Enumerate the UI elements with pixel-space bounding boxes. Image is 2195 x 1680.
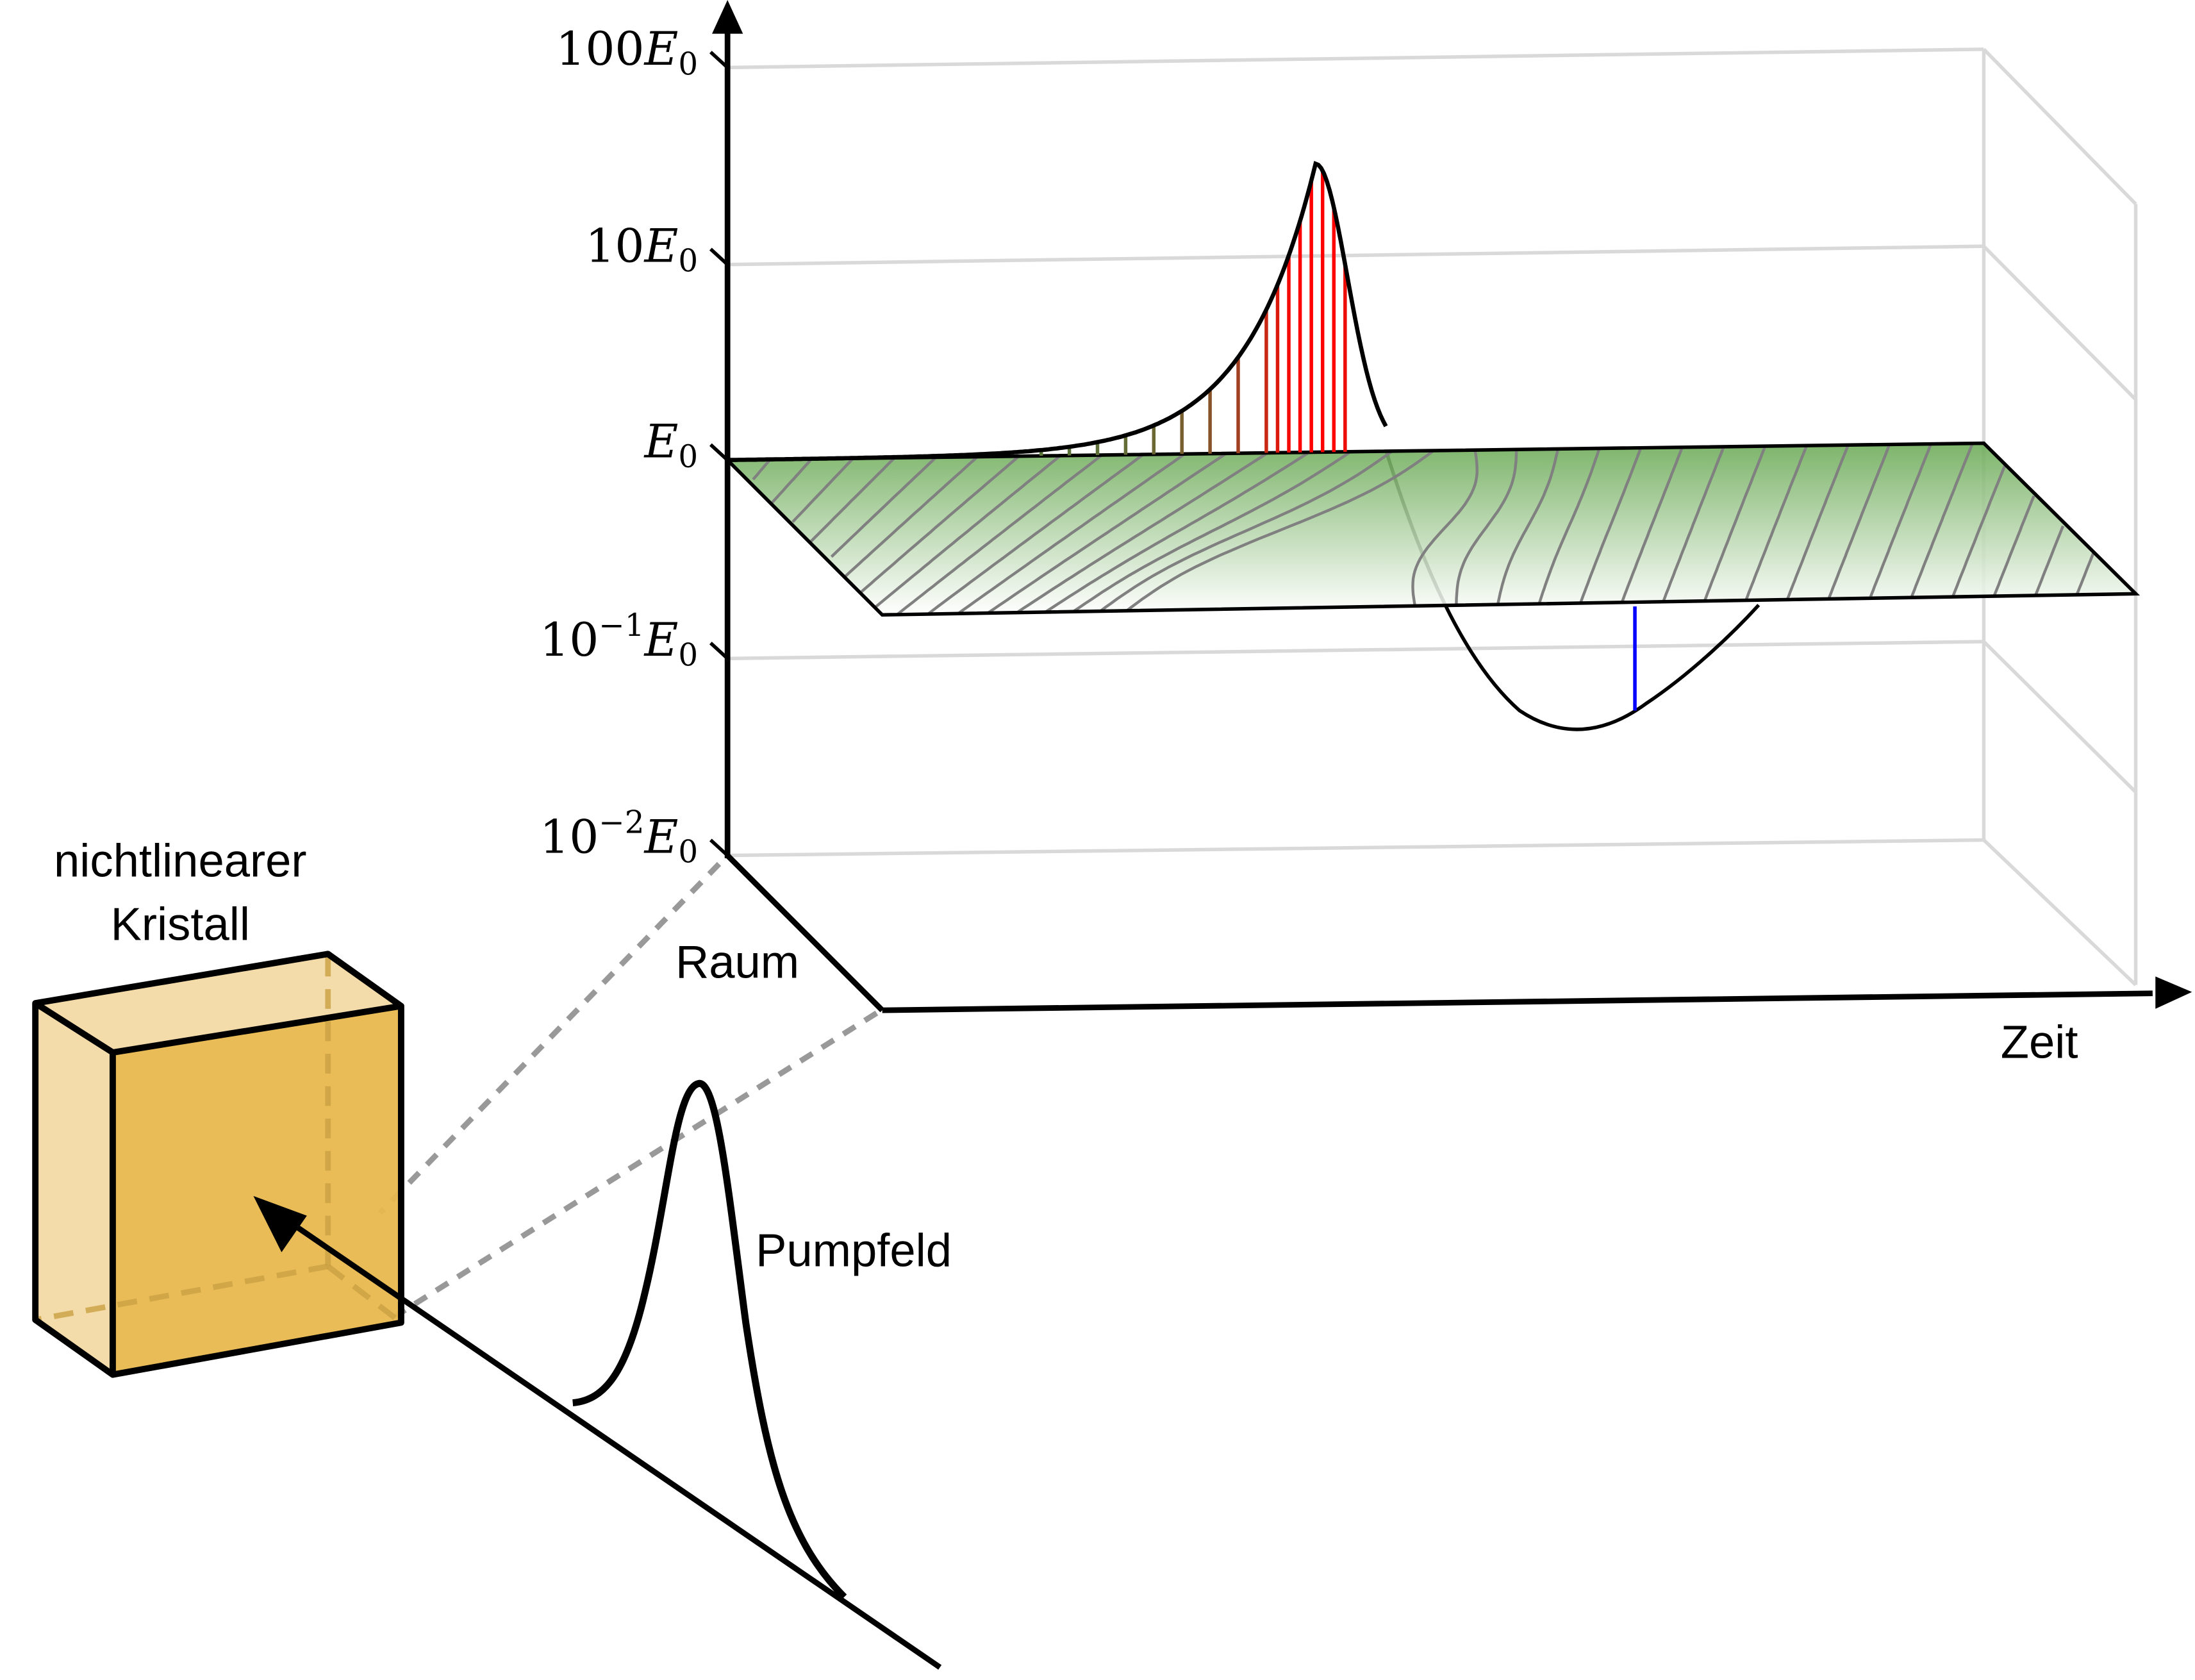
gridline-side: [1982, 838, 2137, 986]
vertical-axis-arrowhead: [712, 0, 743, 34]
contour-line: [987, 452, 1227, 615]
axes: [724, 28, 2153, 1013]
contour-line: [1016, 451, 1269, 614]
contour-line: [1744, 445, 1809, 601]
nonlinear-crystal: [32, 951, 404, 1378]
contour-line: [927, 453, 1145, 615]
contour-line: [860, 454, 1020, 593]
surface-contours: [752, 442, 2095, 616]
tick-labels: 100E0 10E0 E0 10−1E0 10−2E0: [540, 22, 698, 870]
gridline-side: [1982, 245, 2137, 401]
gridline-0.1: [727, 640, 1984, 661]
tick-label: 10−2E0: [540, 805, 698, 870]
time-axis: [882, 990, 2153, 1013]
contour-line: [1827, 444, 1891, 600]
gridline-0.01: [727, 838, 1984, 858]
pump-beam-arrowhead: [253, 1195, 307, 1252]
contour-line: [1703, 445, 1767, 602]
contour-line: [1125, 449, 1435, 612]
field-peak-curve: [727, 161, 1388, 463]
contour-line: [1992, 495, 2035, 597]
contour-line: [810, 456, 896, 543]
projection-lines: [377, 861, 879, 1320]
contour-line: [830, 456, 938, 558]
gridline-10: [727, 244, 1984, 267]
contour-line: [874, 454, 1061, 608]
contour-line: [2075, 551, 2095, 595]
tick-label: 100E0: [556, 22, 698, 82]
gridline-side: [1982, 640, 2137, 794]
gridline-100: [727, 47, 1984, 70]
contour-line: [1455, 449, 1518, 606]
tick-label: E0: [643, 415, 698, 474]
surface-plane: [727, 443, 2136, 615]
pump-label: Pumpfeld: [756, 1225, 952, 1277]
time-axis-label: Zeit: [2001, 1017, 2078, 1069]
contour-line: [1072, 450, 1352, 613]
contour-line: [2033, 525, 2065, 596]
axis-ticks: [709, 51, 729, 857]
space-axis: [725, 853, 884, 1013]
contour-line: [1099, 450, 1393, 613]
space-axis-label: Raum: [675, 936, 799, 988]
contour-line: [1662, 446, 1725, 603]
crystal-label-line2: Kristall: [111, 898, 250, 950]
contour-line: [1785, 444, 1850, 601]
time-axis-arrowhead: [2155, 976, 2192, 1009]
contour-line: [752, 458, 772, 481]
gridline-side: [1982, 47, 2137, 206]
contour-line: [1910, 442, 1974, 599]
tick-label: 10−1E0: [540, 608, 698, 673]
contour-line: [957, 453, 1186, 615]
contour-line: [1044, 451, 1311, 613]
contour-line: [896, 454, 1103, 616]
pump-pulse: [572, 1079, 847, 1600]
contour-line: [1496, 448, 1560, 605]
surface-outline: [723, 441, 2141, 617]
contour-line: [1868, 443, 1933, 599]
pump-beam-line: [286, 1218, 942, 1670]
contour-line: [1951, 465, 2007, 597]
crystal-label-line1: nichtlinearer: [54, 835, 307, 887]
peak-stems: [1039, 170, 1347, 456]
contour-line: [1537, 447, 1601, 604]
contour-line: [771, 458, 813, 504]
contour-line: [1579, 447, 1643, 604]
contour-line: [1411, 449, 1479, 606]
contour-line: [1620, 447, 1684, 603]
contour-line: [844, 455, 979, 578]
contour-line: [791, 457, 854, 523]
tick-label: 10E0: [585, 219, 698, 279]
